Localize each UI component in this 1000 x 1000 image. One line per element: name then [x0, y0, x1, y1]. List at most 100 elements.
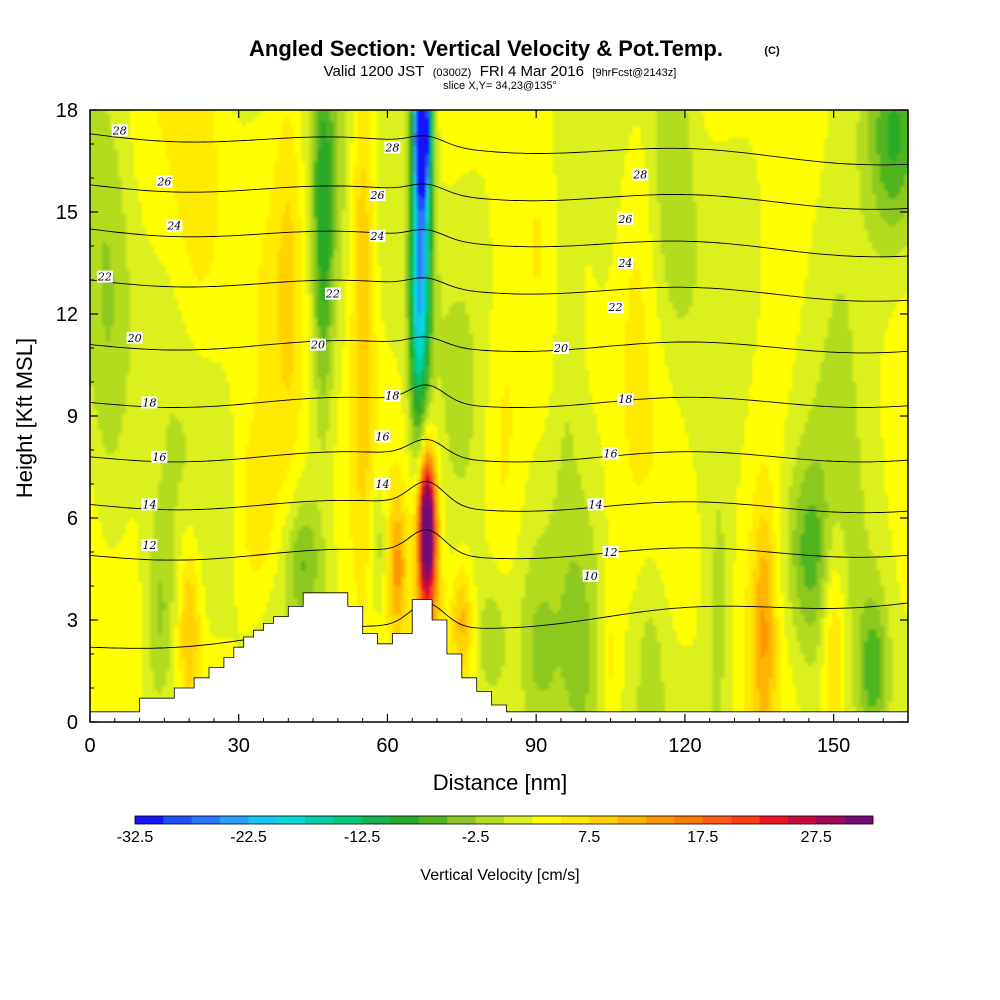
x-tick-label: 0: [84, 735, 95, 757]
contour-label-bg: [374, 430, 391, 443]
isentrope-16: [90, 438, 908, 463]
colorbar-swatch: [418, 816, 448, 824]
contour-label: 18: [618, 393, 632, 406]
contour-label-bg: [552, 342, 569, 354]
velocity-field: [90, 110, 908, 722]
contour-label-bg: [369, 189, 386, 201]
slice-label: slice X,Y= 34,23@135°: [443, 80, 557, 92]
colorbar-ticks: -32.5 -22.5 -12.5 -2.5 7.5 17.5 27.5: [117, 829, 832, 846]
colorbar-swatch: [305, 816, 334, 824]
isentrope-contours: [90, 133, 908, 649]
contour-label-bg: [310, 338, 327, 351]
colorbar-frame: [134, 815, 874, 825]
isentrope-10: [90, 602, 908, 649]
colorbar-tick-label: 27.5: [801, 829, 832, 846]
contour-label-bg: [141, 539, 158, 552]
colorbar-swatch: [844, 816, 874, 824]
contour-label-bg: [151, 450, 168, 463]
y-tick-label: 6: [67, 508, 78, 530]
colorbar-tick-label: -2.5: [462, 829, 490, 846]
contour-label-bg: [156, 175, 173, 188]
valid-date: FRI 4 Mar 2016: [480, 63, 584, 80]
colorbar-swatch: [163, 816, 193, 824]
contour-label: 28: [384, 141, 399, 154]
contour-label: 26: [617, 213, 632, 226]
colorbar-swatch: [589, 816, 618, 824]
contour-label: 28: [112, 124, 127, 137]
colorbar-swatch: [532, 816, 562, 824]
contour-label: 26: [156, 175, 171, 188]
valid-time-line: Valid 1200 JST (0300Z) FRI 4 Mar 2016 [9…: [324, 63, 677, 80]
colorbar-swatch: [787, 816, 817, 824]
contour-label: 28: [632, 169, 647, 182]
isentrope-24: [90, 228, 908, 258]
isentrope-12: [90, 529, 908, 561]
colorbar-swatch: [135, 816, 164, 824]
contour-label: 10: [584, 570, 598, 583]
y-tick-label: 18: [56, 100, 78, 122]
y-tick-label: 15: [56, 202, 78, 224]
contour-label: 26: [370, 189, 385, 202]
y-axis-label: Height [Kft MSL]: [12, 338, 37, 498]
contour-label: 14: [375, 478, 389, 491]
contour-label: 18: [385, 390, 399, 403]
colorbar-swatch: [759, 816, 789, 824]
contour-label-bg: [166, 219, 183, 232]
contour-label-bg: [96, 270, 113, 283]
y-tick-label: 0: [67, 712, 78, 734]
contour-label: 12: [142, 539, 156, 552]
isentrope-18: [90, 384, 908, 408]
x-tick-label: 90: [525, 735, 547, 757]
isentrope-26: [90, 183, 908, 210]
contour-label-bg: [632, 168, 649, 181]
chart-title-units: (C): [764, 45, 780, 57]
contour-label: 24: [166, 220, 181, 233]
contour-label: 20: [553, 342, 568, 355]
colorbar-swatch: [220, 816, 249, 824]
contour-label: 14: [589, 498, 603, 511]
contour-label-bg: [141, 396, 158, 409]
x-tick-label: 120: [668, 735, 701, 757]
contour-label: 22: [608, 301, 623, 314]
plot-area: 28 26 24 22 20 18 16 14 12 22 20 28 26 24 18 16 14 28 26 24…: [90, 110, 908, 722]
colorbar-tick-label: 7.5: [578, 829, 600, 846]
isentrope-22: [90, 277, 908, 302]
contour-label-bg: [111, 124, 128, 137]
contour-label-bg: [587, 498, 604, 511]
x-tick-label: 150: [817, 735, 850, 757]
colorbar-label: Vertical Velocity [cm/s]: [420, 867, 579, 884]
contour-label-bg: [602, 546, 619, 558]
contour-label: 14: [142, 498, 156, 511]
colorbar-tick-label: -32.5: [117, 829, 154, 846]
contour-label-bg: [369, 229, 386, 242]
contour-label: 24: [617, 257, 632, 270]
x-axis-label: Distance [nm]: [433, 770, 568, 795]
contour-label-bg: [374, 478, 391, 490]
chart-title: Angled Section: Vertical Velocity & Pot.…: [249, 36, 723, 61]
contour-label-bg: [324, 287, 341, 300]
contour-label: 20: [127, 332, 142, 345]
contour-label: 16: [604, 447, 618, 460]
contour-label-bg: [582, 569, 599, 582]
colorbar-tick-label: 17.5: [687, 829, 718, 846]
isentrope-28: [90, 133, 908, 166]
colorbar-swatch: [674, 816, 703, 824]
contour-label: 12: [604, 546, 618, 559]
colorbar-tick-label: -22.5: [230, 829, 267, 846]
contour-label: 22: [325, 288, 340, 301]
contour-label-bg: [617, 257, 634, 269]
isentrope-14: [90, 481, 908, 514]
colorbar-swatch: [731, 816, 760, 824]
y-tick-label: 9: [67, 406, 78, 428]
contour-label: 16: [375, 430, 389, 443]
colorbar-swatch: [645, 816, 675, 824]
x-axis-ticks: 0 30 60 90 120 150: [84, 110, 884, 757]
colorbar-swatch: [390, 816, 420, 824]
valid-prefix: Valid 1200 JST: [324, 63, 425, 80]
colorbar-swatch: [617, 816, 647, 824]
colorbar-swatch: [447, 816, 476, 824]
contour-label-bg: [384, 141, 401, 154]
x-tick-label: 60: [376, 735, 398, 757]
contour-label-bg: [617, 212, 634, 225]
x-tick-label: 30: [228, 735, 250, 757]
